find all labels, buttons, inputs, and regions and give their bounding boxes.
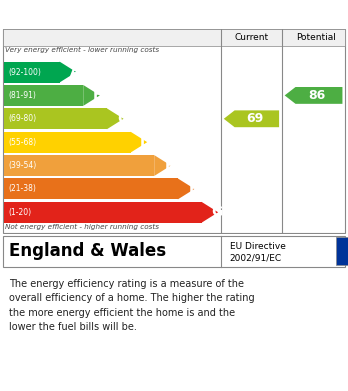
Polygon shape [154, 155, 171, 176]
Bar [4, 202, 201, 223]
Polygon shape [178, 178, 195, 199]
Text: (39-54): (39-54) [8, 161, 37, 170]
Bar [4, 62, 60, 83]
Bar [3, 236, 345, 267]
Text: B: B [93, 88, 104, 102]
Text: (92-100): (92-100) [8, 68, 41, 77]
Text: (81-91): (81-91) [8, 91, 36, 100]
Text: (21-38): (21-38) [8, 185, 36, 194]
Text: Current: Current [234, 33, 269, 42]
Text: 86: 86 [308, 89, 325, 102]
Bar [4, 178, 178, 199]
Polygon shape [285, 87, 342, 104]
Polygon shape [130, 132, 147, 152]
Text: (1-20): (1-20) [8, 208, 31, 217]
Text: C: C [117, 112, 127, 126]
Bar [3, 29, 345, 46]
Text: F: F [188, 182, 198, 196]
Text: Potential: Potential [296, 33, 336, 42]
Bar [4, 155, 154, 176]
Text: (55-68): (55-68) [8, 138, 37, 147]
Polygon shape [60, 62, 76, 83]
Bar [4, 132, 130, 152]
Polygon shape [107, 108, 124, 129]
Text: 2002/91/EC: 2002/91/EC [230, 253, 282, 262]
Text: D: D [140, 135, 152, 149]
Polygon shape [201, 202, 218, 223]
Text: A: A [70, 65, 80, 79]
Text: G: G [211, 205, 222, 219]
Bar [336, 237, 348, 265]
Text: 69: 69 [246, 112, 263, 125]
Text: The energy efficiency rating is a measure of the
overall efficiency of a home. T: The energy efficiency rating is a measur… [9, 279, 254, 332]
Text: (69-80): (69-80) [8, 114, 37, 123]
Text: Very energy efficient - lower running costs: Very energy efficient - lower running co… [5, 47, 159, 53]
Text: Not energy efficient - higher running costs: Not energy efficient - higher running co… [5, 224, 159, 230]
Text: England & Wales: England & Wales [9, 242, 166, 260]
Bar [4, 108, 107, 129]
Polygon shape [83, 85, 100, 106]
Text: EU Directive: EU Directive [230, 242, 286, 251]
Text: E: E [165, 158, 174, 172]
Text: Energy Efficiency Rating: Energy Efficiency Rating [9, 7, 230, 22]
Polygon shape [224, 110, 279, 127]
Bar [4, 85, 83, 106]
